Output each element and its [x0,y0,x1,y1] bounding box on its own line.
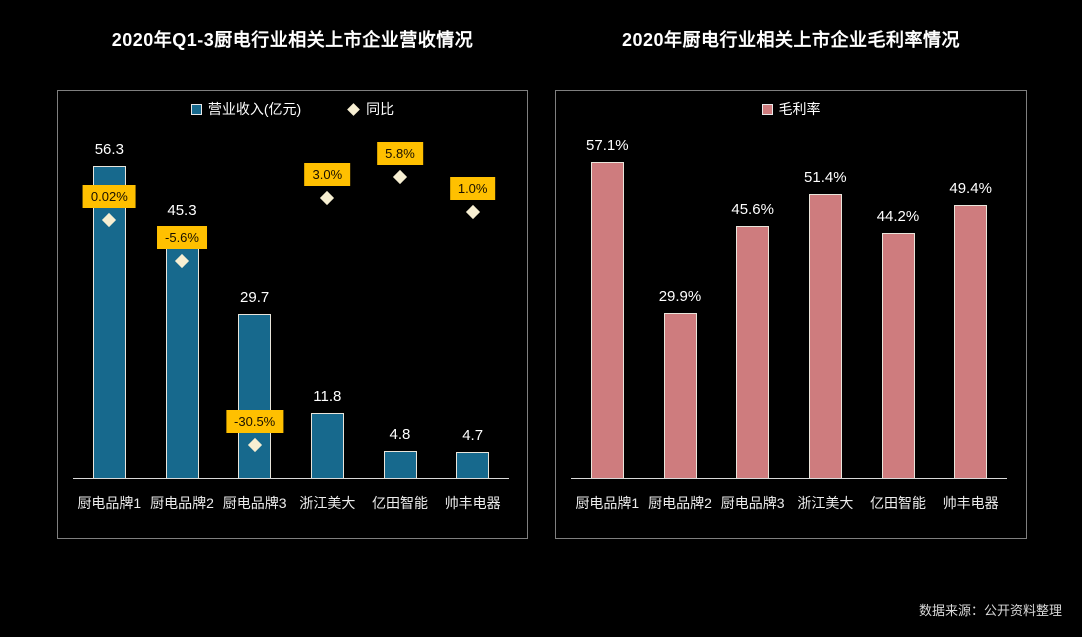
margin-chart-title: 2020年厨电行业相关上市企业毛利率情况 [621,30,961,50]
bar [881,233,915,478]
bar-value-label: 29.7 [240,289,270,306]
revenue-category-axis: 厨电品牌1 厨电品牌2 厨电品牌3 浙江美大 亿田智能 帅丰电器 [73,489,509,517]
revenue-chart-panel: 营业收入(亿元) 同比 56.3 45.3 29.7 11.8 4.8 4.7 0.02% -5… [57,90,528,539]
revenue-chart-title: 2020年Q1-3厨电行业相关上市企业营收情况 [111,30,474,50]
category-label: 帅丰电器 [942,495,999,511]
legend-square-icon [190,103,202,115]
bar [383,451,417,478]
yoy-value-label: -30.5% [226,409,284,433]
bar-value-label: 11.8 [313,388,342,405]
bar-value-label: 57.1% [586,137,629,154]
yoy-value-label: 1.0% [449,177,496,201]
margin-chart-panel: 毛利率 57.1% 29.9% 45.6% 51.4% 44.2% 49.4% 厨电品牌1… [555,90,1027,539]
legend-label: 同比 [366,101,395,117]
category-label: 浙江美大 [299,495,356,511]
bar-value-label: 44.2% [876,208,920,225]
category-label: 厨电品牌2 [150,495,214,511]
bar [736,226,770,478]
yoy-value-label: 3.0% [304,162,351,186]
data-source-note: 数据来源：公开资料整理 [918,603,1062,618]
bar-value-label: 29.9% [658,288,702,305]
yoy-diamond-marker [392,169,408,185]
bar-value-label: 4.7 [462,427,484,444]
revenue-plot-area: 56.3 45.3 29.7 11.8 4.8 4.7 0.02% -5.6% -30.5% 3.… [73,141,509,479]
category-label: 厨电品牌3 [720,495,785,511]
legend-label: 毛利率 [778,101,821,117]
margin-plot-area: 57.1% 29.9% 45.6% 51.4% 44.2% 49.4% [571,137,1007,479]
category-label: 浙江美大 [797,495,854,511]
legend-label: 营业收入(亿元) [207,101,302,117]
revenue-chart-figure: 2020年Q1-3厨电行业相关上市企业营收情况 营业收入(亿元) 同比 56.3 4… [57,0,528,560]
category-label: 帅丰电器 [444,495,501,511]
bar-value-label: 56.3 [94,141,124,158]
category-label: 厨电品牌2 [648,495,712,511]
legend-item: 同比 [347,99,394,119]
bar-value-label: 51.4% [804,169,847,186]
bar [808,194,842,478]
margin-category-axis: 厨电品牌1 厨电品牌2 厨电品牌3 浙江美大 亿田智能 帅丰电器 [571,489,1007,517]
category-label: 厨电品牌3 [222,495,287,511]
yoy-value-label: -5.6% [157,226,207,250]
bar [165,227,199,478]
bar-value-label: 49.4% [949,180,992,197]
yoy-value-label: 0.02% [82,184,136,208]
category-label: 亿田智能 [372,495,429,511]
bar-value-label: 45.6% [731,201,774,218]
legend-item: 毛利率 [761,99,821,119]
revenue-chart-legend: 营业收入(亿元) 同比 [58,99,527,119]
bar [663,313,697,478]
margin-chart-legend: 毛利率 [556,99,1026,119]
bar-value-label: 45.3 [167,202,197,219]
legend-item: 营业收入(亿元) [190,99,302,119]
yoy-value-label: 5.8% [377,142,423,165]
bar-value-label: 4.8 [389,426,411,443]
yoy-diamond-marker [465,205,480,220]
yoy-diamond-marker [320,190,335,205]
bar [590,162,624,478]
legend-diamond-icon [347,102,361,116]
category-label: 厨电品牌1 [77,495,142,511]
bar [954,205,988,478]
margin-chart-figure: 2020年厨电行业相关上市企业毛利率情况 毛利率 57.1% 29.9% 45.6%… [555,0,1027,560]
legend-square-icon [761,103,773,115]
bar [310,413,344,478]
category-label: 厨电品牌1 [575,495,640,511]
bar [456,452,490,478]
bar [238,314,272,478]
category-label: 亿田智能 [870,495,927,511]
